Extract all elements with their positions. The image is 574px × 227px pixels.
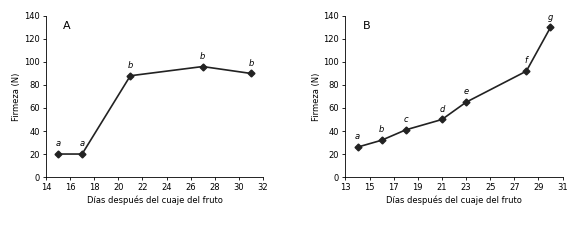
- Y-axis label: Firmeza (N): Firmeza (N): [312, 72, 321, 121]
- Text: a: a: [355, 132, 360, 141]
- Y-axis label: Firmeza (N): Firmeza (N): [12, 72, 21, 121]
- X-axis label: Días después del cuaje del fruto: Días después del cuaje del fruto: [386, 195, 522, 205]
- Text: g: g: [548, 13, 553, 22]
- Text: b: b: [200, 52, 205, 61]
- Text: b: b: [248, 59, 254, 68]
- Text: B: B: [363, 21, 370, 31]
- Text: b: b: [127, 61, 133, 70]
- Text: c: c: [404, 115, 408, 124]
- Text: d: d: [439, 105, 445, 114]
- Text: a: a: [80, 139, 84, 148]
- Text: A: A: [63, 21, 71, 31]
- Text: e: e: [463, 87, 468, 96]
- Text: a: a: [56, 139, 60, 148]
- X-axis label: Días después del cuaje del fruto: Días después del cuaje del fruto: [87, 195, 222, 205]
- Text: b: b: [379, 126, 385, 134]
- Text: f: f: [525, 56, 528, 65]
